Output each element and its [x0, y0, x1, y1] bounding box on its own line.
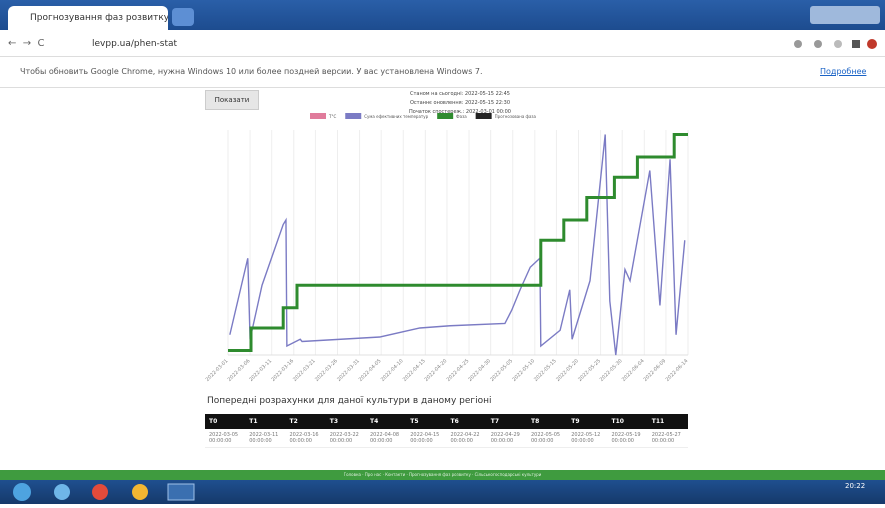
- x-tick-label: 2022-03-01: [205, 358, 230, 383]
- table-cell: 2022-05-12 00:00:00: [567, 429, 607, 448]
- table-cell: 2022-03-22 00:00:00: [326, 429, 366, 448]
- table-cell: 2022-04-15 00:00:00: [406, 429, 446, 448]
- column-header: T7: [487, 414, 527, 429]
- column-header: T11: [648, 414, 688, 429]
- column-header: T0: [205, 414, 245, 429]
- column-header: T9: [567, 414, 607, 429]
- x-tick-label: 2022-05-15: [533, 358, 558, 383]
- browser-window: {"browser": {"tab_title": "Прогнозування…: [0, 0, 885, 504]
- column-header: T4: [366, 414, 406, 429]
- legend-swatch: [310, 113, 326, 119]
- column-header: T8: [527, 414, 567, 429]
- table-cell: 2022-03-11 00:00:00: [245, 429, 285, 448]
- column-header: T2: [286, 414, 326, 429]
- table-cell: 2022-04-22 00:00:00: [447, 429, 487, 448]
- column-header: T3: [326, 414, 366, 429]
- legend-label: Прогнозована фаза: [495, 114, 537, 119]
- table-cell: 2022-03-05 00:00:00: [205, 429, 245, 448]
- column-header: T1: [245, 414, 285, 429]
- legend-label: Сума ефективних температур: [364, 114, 428, 119]
- legend-swatch: [345, 113, 361, 119]
- site-footer: Головна · Про нас · Контакти · Прогнозув…: [0, 470, 885, 480]
- table-cell: 2022-05-19 00:00:00: [608, 429, 648, 448]
- series-line: [230, 135, 685, 356]
- column-header: T10: [608, 414, 648, 429]
- x-tick-label: 2022-05-20: [555, 358, 580, 383]
- column-header: T6: [447, 414, 487, 429]
- x-tick-label: 2022-04-20: [424, 358, 449, 383]
- taskbar-icons: [0, 480, 200, 504]
- x-tick-label: 2022-04-30: [467, 358, 492, 383]
- table-cell: 2022-04-08 00:00:00: [366, 429, 406, 448]
- x-tick-label: 2022-03-26: [314, 358, 339, 383]
- chart: Т°C Сума ефективних температур Фаза Прогноз…: [0, 0, 885, 395]
- x-tick-label: 2022-06-14: [665, 358, 690, 383]
- clock: 20:22: [845, 482, 865, 490]
- table-cell: 2022-04-29 00:00:00: [487, 429, 527, 448]
- column-header: T5: [406, 414, 446, 429]
- legend-swatch: [476, 113, 492, 119]
- table-cell: 2022-03-16 00:00:00: [286, 429, 326, 448]
- series-line: [228, 135, 688, 351]
- table-cell: 2022-05-05 00:00:00: [527, 429, 567, 448]
- legend-label: Фаза: [456, 114, 467, 119]
- legend-swatch: [437, 113, 453, 119]
- table-title: Попередні розрахунки для даної культури …: [207, 396, 492, 406]
- x-tick-label: 2022-03-21: [292, 358, 317, 383]
- x-tick-label: 2022-04-10: [380, 358, 405, 383]
- table-cell: 2022-05-27 00:00:00: [648, 429, 688, 448]
- x-tick-label: 2022-03-11: [248, 358, 273, 383]
- x-tick-label: 2022-05-05: [489, 358, 514, 383]
- x-tick-label: 2022-05-30: [599, 358, 624, 383]
- x-tick-label: 2022-06-09: [643, 358, 668, 383]
- legend-label: Т°C: [328, 114, 336, 119]
- x-tick-label: 2022-04-05: [358, 358, 383, 383]
- taskbar: [0, 480, 885, 504]
